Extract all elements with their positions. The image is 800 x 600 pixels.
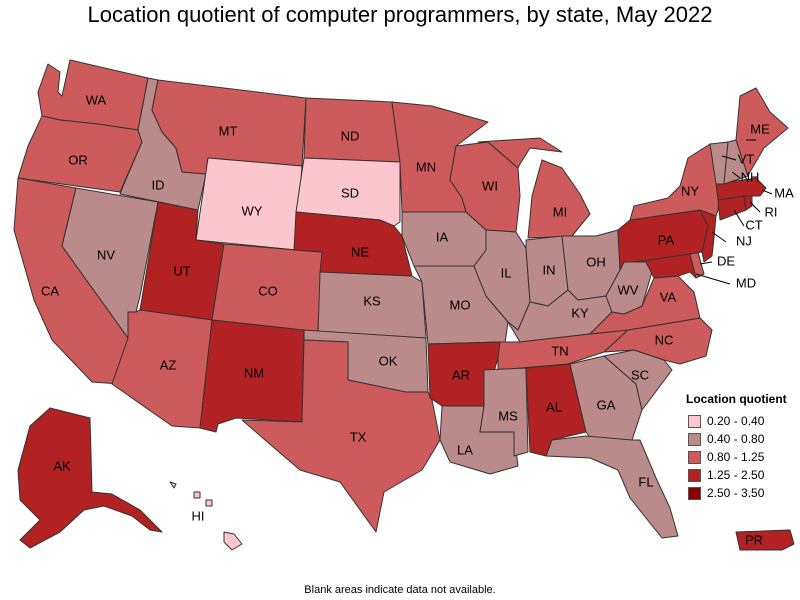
state-label-ok: OK — [379, 353, 398, 368]
state-label-oh: OH — [586, 254, 606, 269]
state-label-mo: MO — [450, 297, 471, 312]
state-label-ut: UT — [173, 263, 190, 278]
state-label-fl: FL — [638, 474, 653, 489]
state-ma[interactable] — [715, 177, 767, 201]
state-label-al: AL — [546, 399, 562, 414]
state-label-va: VA — [660, 289, 677, 304]
legend-label: 1.25 - 2.50 — [707, 468, 765, 482]
state-hi[interactable] — [169, 481, 243, 551]
state-label-az: AZ — [160, 357, 177, 372]
legend-item: 1.25 - 2.50 — [686, 466, 798, 484]
state-label-sc: SC — [631, 367, 649, 382]
legend-swatch — [688, 432, 701, 446]
state-label-ms: MS — [498, 408, 518, 423]
footnote: Blank areas indicate data not available. — [304, 584, 496, 596]
state-label-la: LA — [457, 442, 473, 457]
state-pr[interactable] — [735, 529, 795, 551]
state-label-in: IN — [543, 262, 556, 277]
state-nj[interactable] — [699, 209, 717, 263]
state-label-or: OR — [68, 152, 88, 167]
state-me[interactable] — [735, 87, 789, 177]
state-label-ne: NE — [351, 244, 369, 259]
state-label-me: ME — [750, 121, 770, 136]
legend-swatch — [688, 468, 701, 482]
state-label-tx: TX — [350, 429, 367, 444]
legend-swatch — [688, 450, 701, 464]
legend-swatch — [688, 486, 701, 500]
state-label-ca: CA — [41, 283, 59, 298]
state-label-ma: MA — [774, 185, 794, 200]
state-label-nc: NC — [655, 332, 674, 347]
state-ny[interactable] — [629, 143, 721, 221]
state-mt[interactable] — [151, 79, 307, 175]
legend-label: 0.20 - 0.40 — [707, 414, 765, 428]
state-label-ky: KY — [571, 305, 589, 320]
state-label-md: MD — [736, 275, 756, 290]
state-label-sd: SD — [341, 185, 359, 200]
legend-item: 0.20 - 0.40 — [686, 412, 798, 430]
state-label-mi: MI — [553, 204, 567, 219]
legend-item: 2.50 - 3.50 — [686, 484, 798, 502]
map-title: Location quotient of computer programmer… — [87, 2, 713, 27]
legend: Location quotient 0.20 - 0.40 0.40 - 0.8… — [686, 392, 798, 502]
state-label-tn: TN — [551, 343, 568, 358]
state-label-ks: KS — [363, 293, 381, 308]
legend-item: 0.80 - 1.25 — [686, 448, 798, 466]
legend-title: Location quotient — [686, 392, 787, 406]
legend-label: 2.50 - 3.50 — [707, 486, 765, 500]
state-label-mt: MT — [219, 123, 238, 138]
state-label-nj: NJ — [736, 233, 752, 248]
legend-item: 0.40 - 0.80 — [686, 430, 798, 448]
state-tx[interactable] — [241, 339, 441, 533]
state-label-ia: IA — [436, 229, 449, 244]
state-label-vt: VT — [738, 151, 755, 166]
state-label-de: DE — [717, 253, 735, 268]
state-label-pa: PA — [658, 232, 675, 247]
state-label-mn: MN — [416, 159, 436, 174]
state-label-nm: NM — [244, 365, 264, 380]
state-label-co: CO — [258, 283, 278, 298]
state-ks[interactable] — [317, 271, 427, 339]
state-label-nh: NH — [741, 169, 760, 184]
state-label-pr: PR — [745, 532, 763, 547]
label-leader-lines — [695, 139, 773, 285]
legend-label: 0.80 - 1.25 — [707, 450, 765, 464]
state-label-ar: AR — [452, 367, 470, 382]
state-label-ri: RI — [765, 204, 778, 219]
state-label-il: IL — [501, 265, 512, 280]
state-mi[interactable] — [477, 137, 591, 239]
state-label-ct: CT — [745, 217, 762, 232]
state-label-id: ID — [152, 177, 165, 192]
state-label-nd: ND — [341, 128, 360, 143]
state-label-hi: HI — [192, 508, 205, 523]
state-label-ga: GA — [597, 397, 616, 412]
state-label-wa: WA — [86, 92, 107, 107]
state-label-ak: AK — [53, 458, 71, 473]
state-label-wv: WV — [618, 282, 639, 297]
legend-swatch — [688, 414, 701, 428]
state-label-nv: NV — [97, 247, 115, 262]
state-label-wy: WY — [242, 203, 263, 218]
state-label-wi: WI — [482, 178, 498, 193]
state-label-ny: NY — [681, 183, 699, 198]
legend-label: 0.40 - 0.80 — [707, 432, 765, 446]
state-ak[interactable] — [17, 407, 163, 549]
state-fl[interactable] — [545, 435, 679, 539]
